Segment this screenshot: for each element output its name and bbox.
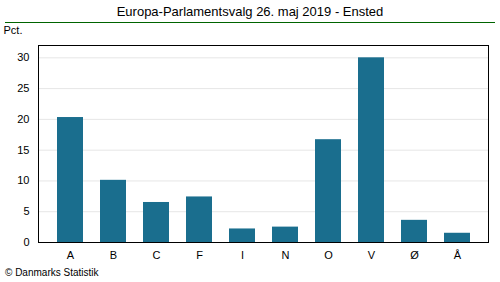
- svg-text:V: V: [368, 249, 376, 261]
- svg-text:B: B: [110, 249, 117, 261]
- svg-text:O: O: [324, 249, 333, 261]
- svg-text:C: C: [153, 249, 161, 261]
- svg-text:Å: Å: [454, 249, 462, 261]
- html-text:© Danmarks Statistik: © Danmarks Statistik: [5, 267, 99, 278]
- svg-text:15: 15: [17, 144, 29, 156]
- svg-text:F: F: [196, 249, 203, 261]
- svg-text:A: A: [67, 249, 75, 261]
- svg-text:25: 25: [17, 82, 29, 94]
- svg-text:I: I: [241, 249, 244, 261]
- svg-text:Ø: Ø: [410, 249, 419, 261]
- html-text:Europa-Parlamentsvalg 26. maj: Europa-Parlamentsvalg 26. maj 2019 - Ens…: [116, 4, 384, 19]
- svg-text:30: 30: [17, 51, 29, 63]
- svg-text:5: 5: [23, 205, 29, 217]
- svg-text:10: 10: [17, 174, 29, 186]
- svg-text:20: 20: [17, 113, 29, 125]
- svg-text:Pct.: Pct.: [4, 24, 23, 36]
- svg-text:0: 0: [23, 236, 29, 248]
- svg-text:N: N: [282, 249, 290, 261]
